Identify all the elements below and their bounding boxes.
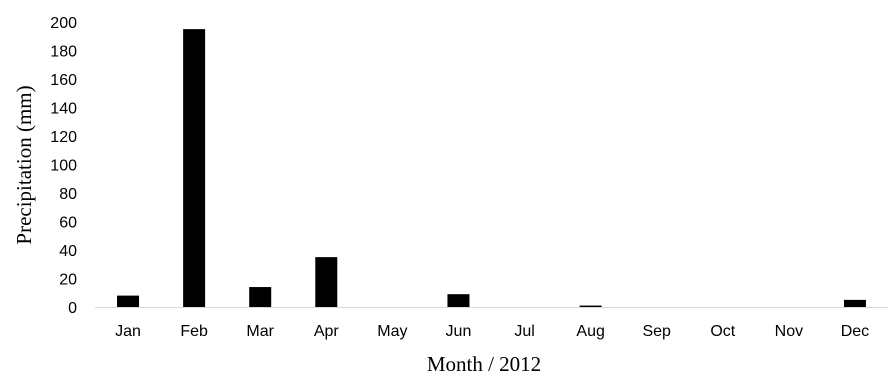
x-tick-label: Sep (642, 323, 671, 340)
x-tick-label: Oct (710, 323, 735, 340)
bar-jan (117, 295, 140, 307)
bar-aug (579, 305, 602, 307)
y-tick-label: 40 (59, 243, 77, 260)
y-tick-label: 0 (68, 300, 77, 317)
bar-jun (447, 294, 470, 307)
bars (117, 29, 866, 307)
x-tick-label: Jul (514, 323, 534, 340)
y-tick-label: 100 (50, 158, 77, 175)
y-tick-label: 120 (50, 129, 77, 146)
bar-apr (315, 257, 338, 307)
x-axis-ticks: Jan Feb Mar Apr May Jun Jul Aug Sep Oct Nov Dec (115, 323, 869, 340)
bar-dec (843, 299, 866, 307)
x-tick-label: Aug (576, 323, 604, 340)
x-tick-label: Jun (446, 323, 472, 340)
x-tick-label: Dec (841, 323, 869, 340)
x-tick-label: Jan (115, 323, 141, 340)
x-tick-label: Apr (314, 323, 340, 340)
y-tick-label: 80 (59, 186, 77, 203)
y-tick-label: 160 (50, 72, 77, 89)
y-axis-ticks: 0 20 40 60 80 100 120 140 160 180 200 (50, 15, 77, 317)
y-tick-label: 60 (59, 215, 77, 232)
bar-mar (249, 287, 272, 307)
y-axis-title: Precipitation (mm) (12, 85, 36, 244)
y-tick-label: 20 (59, 272, 77, 289)
x-axis-title: Month / 2012 (427, 352, 541, 376)
x-tick-label: Nov (775, 323, 803, 340)
y-tick-label: 140 (50, 101, 77, 118)
x-tick-label: May (377, 323, 407, 340)
y-tick-label: 200 (50, 15, 77, 32)
x-tick-label: Feb (180, 323, 208, 340)
bar-feb (183, 29, 206, 307)
x-tick-label: Mar (246, 323, 274, 340)
y-tick-label: 180 (50, 44, 77, 61)
